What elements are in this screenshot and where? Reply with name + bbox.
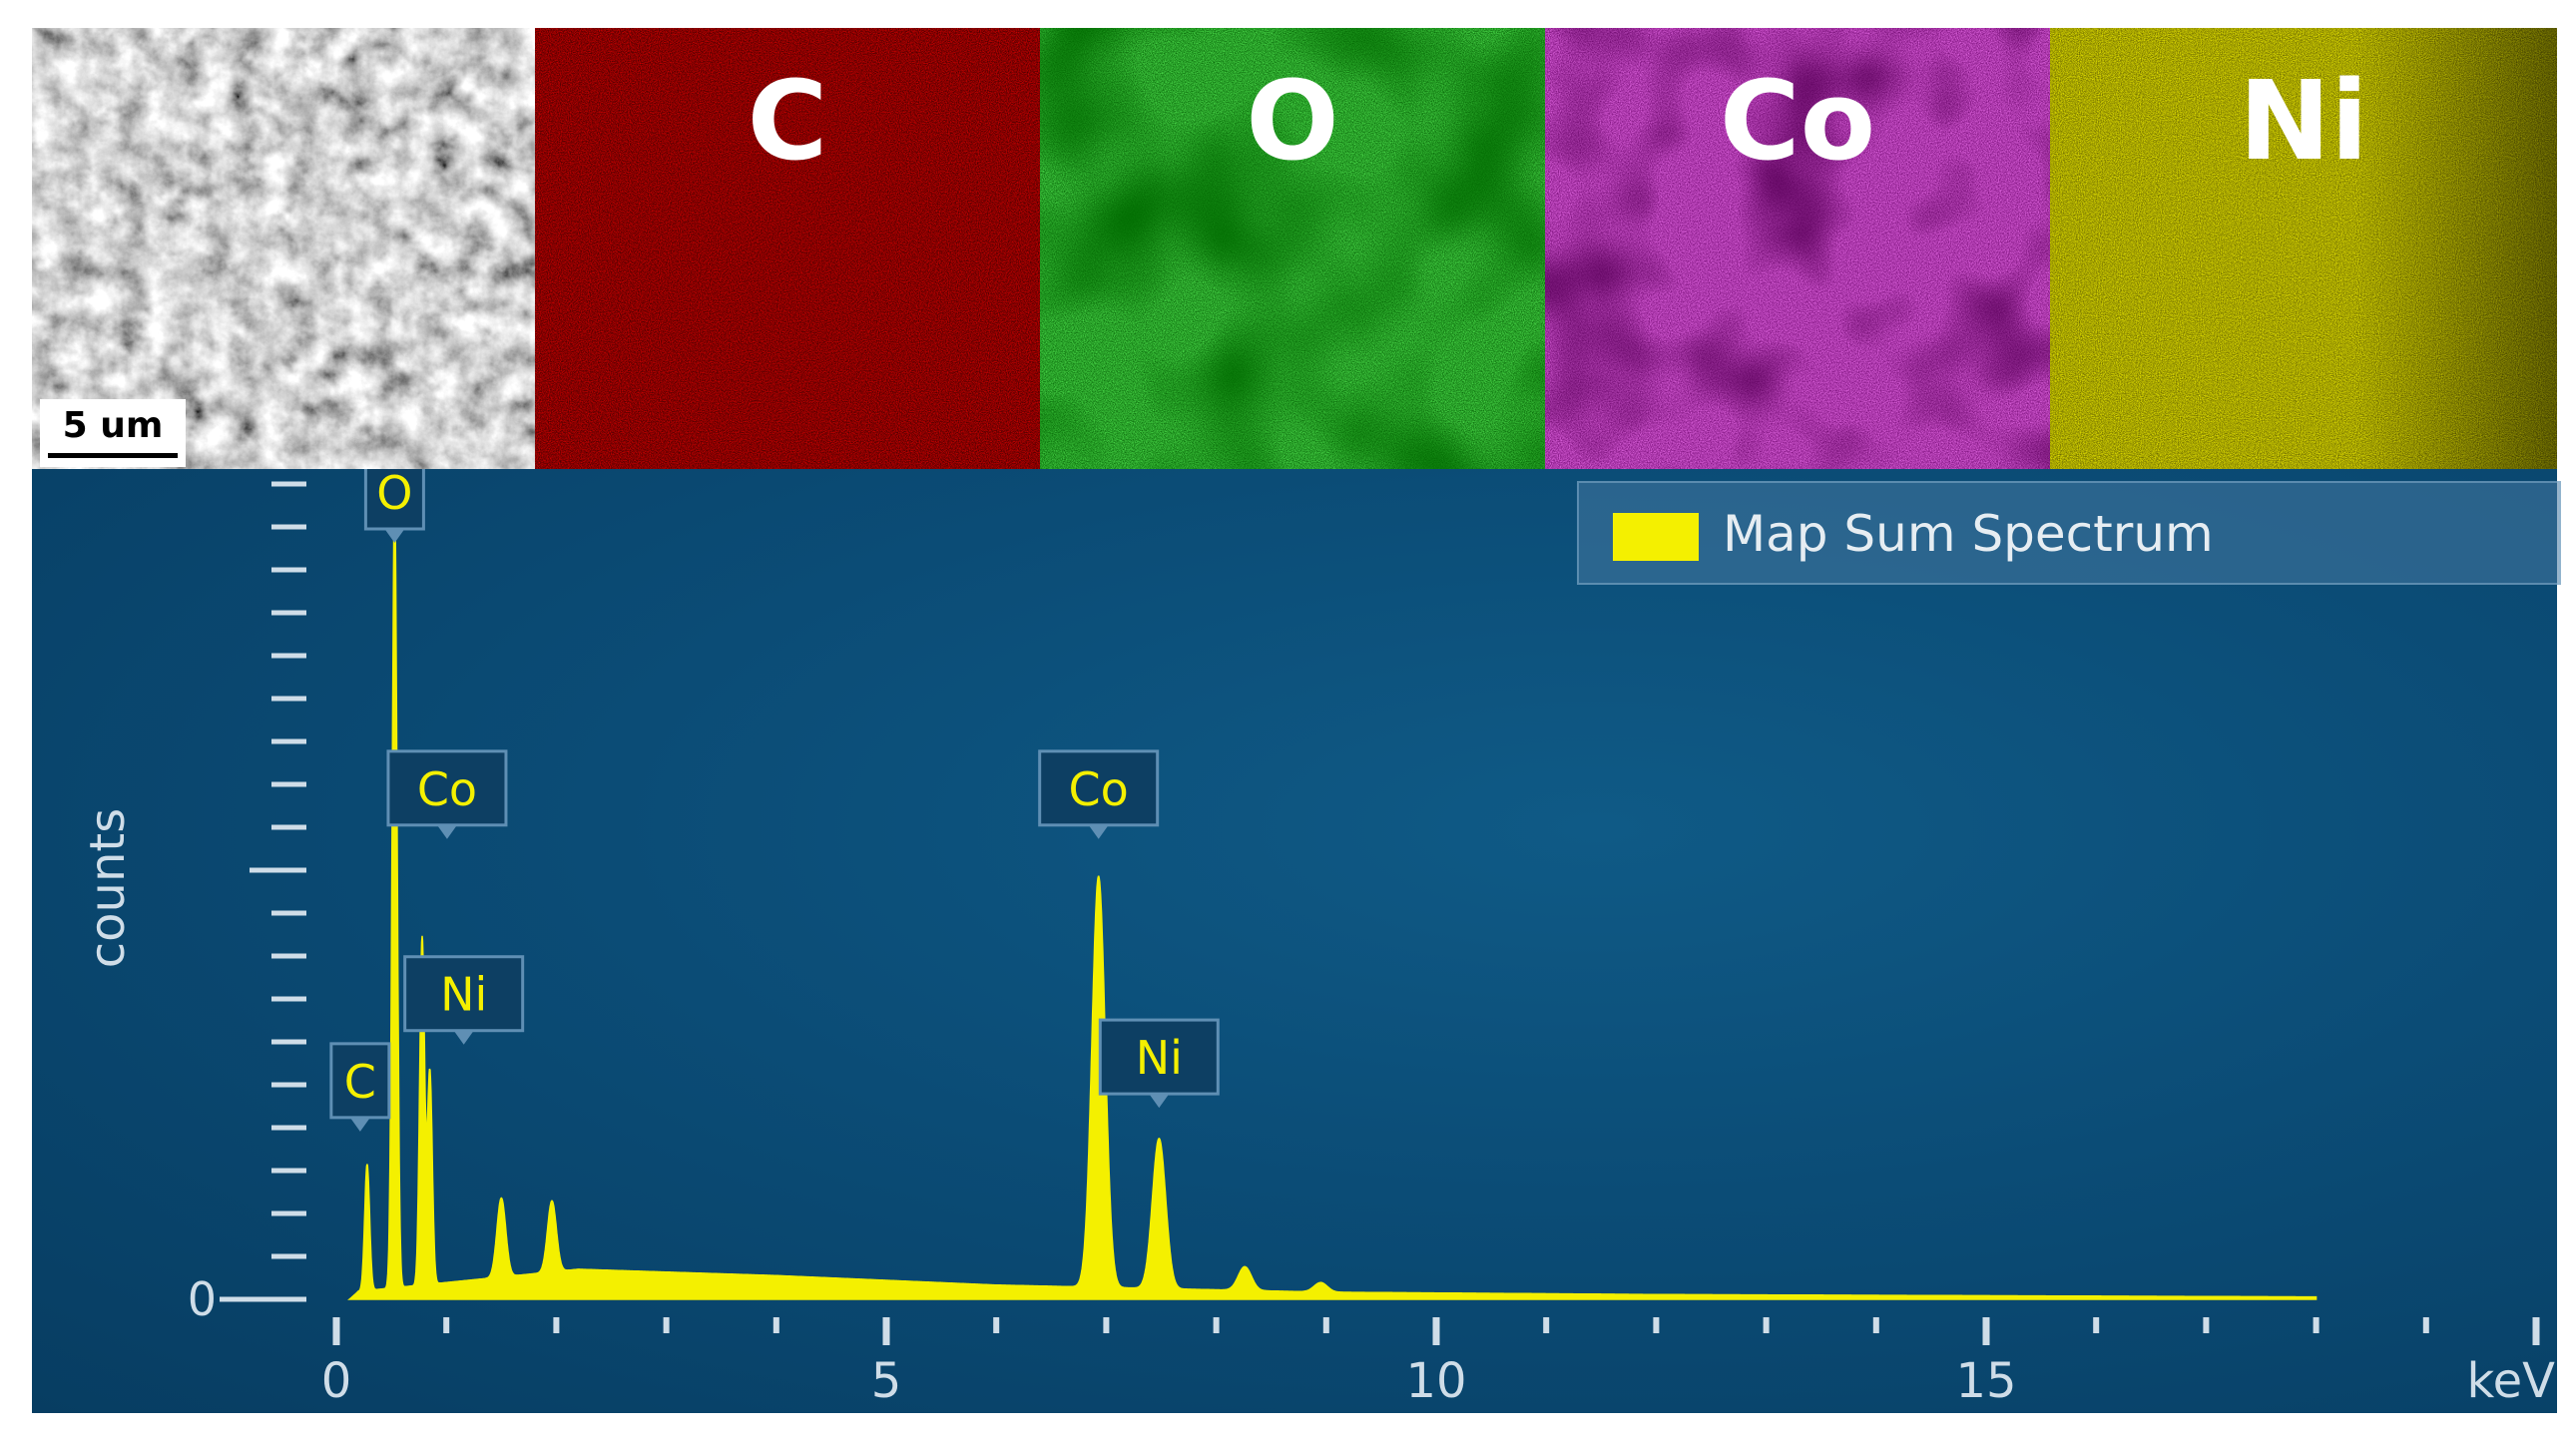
spectrum-plot: 0 counts 0 5 10 15 keV O Co Ni C Co Ni <box>80 469 2556 1409</box>
peak-label-co: Co <box>1038 749 1160 839</box>
scale-bar-label: 5 um <box>62 405 164 446</box>
map-tile-co: Co <box>1545 28 2050 469</box>
scale-bar: 5 um <box>40 399 186 467</box>
x-tick-label: 0 <box>321 1353 352 1409</box>
sem-image-tile: 5 um <box>32 28 535 469</box>
legend-label: Map Sum Spectrum <box>1723 505 2214 563</box>
map-label-co: Co <box>1719 57 1876 185</box>
peak-label-text: Ni <box>440 968 487 1022</box>
map-tile-o: O <box>1040 28 1545 469</box>
map-label-c: C <box>747 57 828 185</box>
spectrum-line <box>347 508 2318 1300</box>
x-axis-label: keV <box>2467 1353 2556 1409</box>
peak-label-ni: Ni <box>403 955 525 1045</box>
eds-spectrum-panel: 0 counts 0 5 10 15 keV O Co Ni C Co Ni Map Sum Spect… <box>32 469 2561 1413</box>
y-axis-label: counts <box>80 808 136 968</box>
map-label-o: O <box>1246 57 1339 185</box>
legend-swatch <box>1613 513 1699 561</box>
map-tile-ni: Ni <box>2050 28 2557 469</box>
peak-label-o: O <box>363 469 425 543</box>
peak-label-text: Co <box>417 762 477 816</box>
peak-label-text: O <box>376 469 412 520</box>
map-label-ni: Ni <box>2239 57 2368 185</box>
peak-label-co: Co <box>386 749 508 839</box>
x-tick-label: 10 <box>1405 1353 1466 1409</box>
peak-label-ni: Ni <box>1098 1018 1220 1109</box>
map-texture-o <box>1040 28 1545 469</box>
scale-bar-line <box>48 453 178 458</box>
legend: Map Sum Spectrum <box>1577 481 2561 585</box>
map-texture-c <box>535 28 1040 469</box>
map-tile-c: C <box>535 28 1040 469</box>
peak-label-text: Co <box>1069 762 1129 816</box>
x-tick-label: 5 <box>871 1353 902 1409</box>
map-texture-co <box>1545 28 2050 469</box>
sem-texture <box>32 28 535 469</box>
y-tick-label: 0 <box>188 1272 217 1326</box>
x-tick-label: 15 <box>1955 1353 2016 1409</box>
peak-label-text: Ni <box>1136 1031 1183 1085</box>
map-texture-ni <box>2050 28 2557 469</box>
peak-label-text: C <box>344 1055 376 1109</box>
peak-label-c: C <box>329 1042 391 1132</box>
